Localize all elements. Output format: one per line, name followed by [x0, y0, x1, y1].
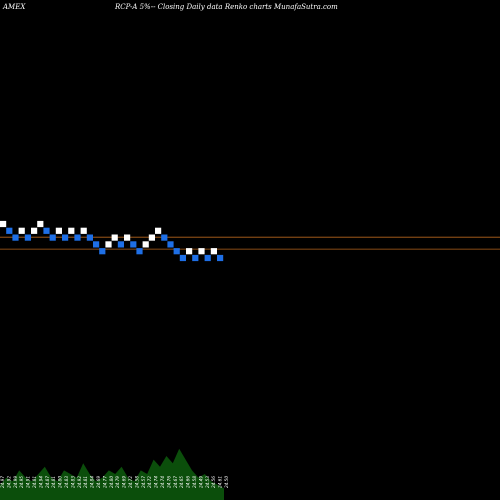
renko-brick-11: [68, 227, 75, 234]
renko-brick-15: [93, 241, 100, 248]
renko-brick-31: [192, 254, 199, 262]
x-tick-label-31: 24.49: [198, 476, 203, 488]
renko-brick-13: [80, 227, 87, 234]
renko-brick-22: [136, 248, 143, 255]
x-tick-label-5: 24.81: [32, 476, 37, 488]
x-tick-label-7: 24.87: [45, 476, 50, 488]
renko-brick-1: [6, 227, 13, 234]
renko-brick-26: [161, 234, 168, 241]
renko-brick-4: [24, 234, 31, 241]
renko-brick-35: [217, 254, 224, 262]
renko-brick-16: [99, 248, 106, 255]
renko-brick-32: [198, 248, 205, 255]
x-tick-label-29: 24.66: [186, 476, 191, 488]
renko-brick-5: [31, 227, 38, 234]
x-tick-label-33: 24.56: [211, 476, 216, 488]
x-tick-label-18: 24.79: [115, 476, 120, 488]
x-tick-label-17: 24.80: [109, 476, 114, 488]
renko-brick-18: [111, 234, 118, 241]
x-tick-label-11: 24.83: [70, 476, 75, 488]
renko-brick-9: [55, 227, 62, 234]
renko-brick-24: [148, 234, 155, 241]
x-tick-label-13: 24.81: [83, 476, 88, 488]
x-tick-label-10: 24.83: [64, 476, 69, 488]
renko-brick-28: [173, 248, 180, 255]
renko-brick-3: [18, 227, 25, 234]
x-tick-label-30: 24.58: [192, 476, 197, 488]
renko-brick-12: [74, 234, 81, 241]
renko-brick-8: [49, 234, 56, 241]
x-tick-label-35: 24.50: [224, 476, 229, 488]
x-tick-label-28: 24.65: [179, 476, 184, 488]
x-tick-label-14: 24.84: [90, 476, 95, 488]
x-tick-label-20: 24.72: [128, 476, 133, 488]
x-tick-label-22: 24.57: [141, 476, 146, 488]
x-tick-label-8: 24.81: [51, 476, 56, 488]
renko-brick-7: [43, 227, 50, 234]
x-tick-label-23: 24.72: [147, 476, 152, 488]
renko-brick-29: [179, 254, 186, 262]
renko-brick-2: [12, 234, 19, 241]
x-tick-label-26: 24.76: [166, 476, 171, 488]
renko-brick-20: [124, 234, 131, 241]
renko-brick-19: [117, 241, 124, 248]
renko-brick-17: [105, 241, 112, 248]
renko-brick-33: [204, 254, 211, 262]
chart-title: RCP-A 5%-- Closing Daily data Renko char…: [115, 3, 338, 11]
x-tick-label-19: 24.69: [122, 476, 127, 488]
exchange-label: AMEX: [3, 3, 26, 11]
volume-area: [0, 448, 224, 500]
x-tick-label-3: 24.95: [19, 476, 24, 488]
renko-brick-23: [142, 241, 149, 248]
renko-brick-10: [62, 234, 69, 241]
x-tick-label-34: 24.61: [218, 476, 223, 488]
x-tick-label-1: 24.92: [6, 476, 11, 488]
x-tick-label-12: 24.92: [77, 476, 82, 488]
x-tick-label-0: 24.97: [0, 476, 5, 488]
x-tick-label-27: 24.67: [173, 476, 178, 488]
x-tick-label-15: 24.69: [96, 476, 101, 488]
renko-brick-25: [155, 227, 162, 234]
x-tick-label-2: 24.99: [13, 476, 18, 488]
renko-brick-6: [37, 220, 44, 228]
x-tick-label-21: 24.58: [134, 476, 139, 488]
renko-brick-14: [86, 234, 93, 241]
x-tick-label-4: 24.91: [26, 476, 31, 488]
renko-brick-34: [210, 248, 217, 255]
x-tick-label-6: 24.94: [38, 476, 43, 488]
x-tick-label-25: 24.74: [160, 476, 165, 488]
x-tick-label-9: 24.80: [58, 476, 63, 488]
renko-brick-30: [186, 248, 193, 255]
x-tick-label-16: 24.77: [102, 476, 107, 488]
x-tick-label-32: 24.53: [205, 476, 210, 488]
renko-brick-0: [0, 220, 7, 228]
x-tick-label-24: 24.74: [154, 476, 159, 488]
renko-brick-27: [167, 241, 174, 248]
renko-brick-21: [130, 241, 137, 248]
